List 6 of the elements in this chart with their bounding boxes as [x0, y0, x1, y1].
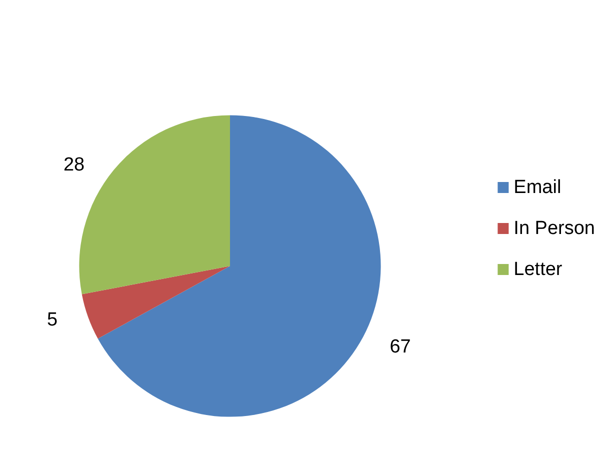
legend-label: Letter — [514, 259, 563, 280]
data-label: 5 — [47, 309, 58, 330]
data-label: 67 — [390, 336, 411, 358]
legend-label: Email — [514, 177, 562, 198]
data-label: 28 — [63, 154, 85, 176]
legend-label: In Person — [514, 218, 596, 239]
